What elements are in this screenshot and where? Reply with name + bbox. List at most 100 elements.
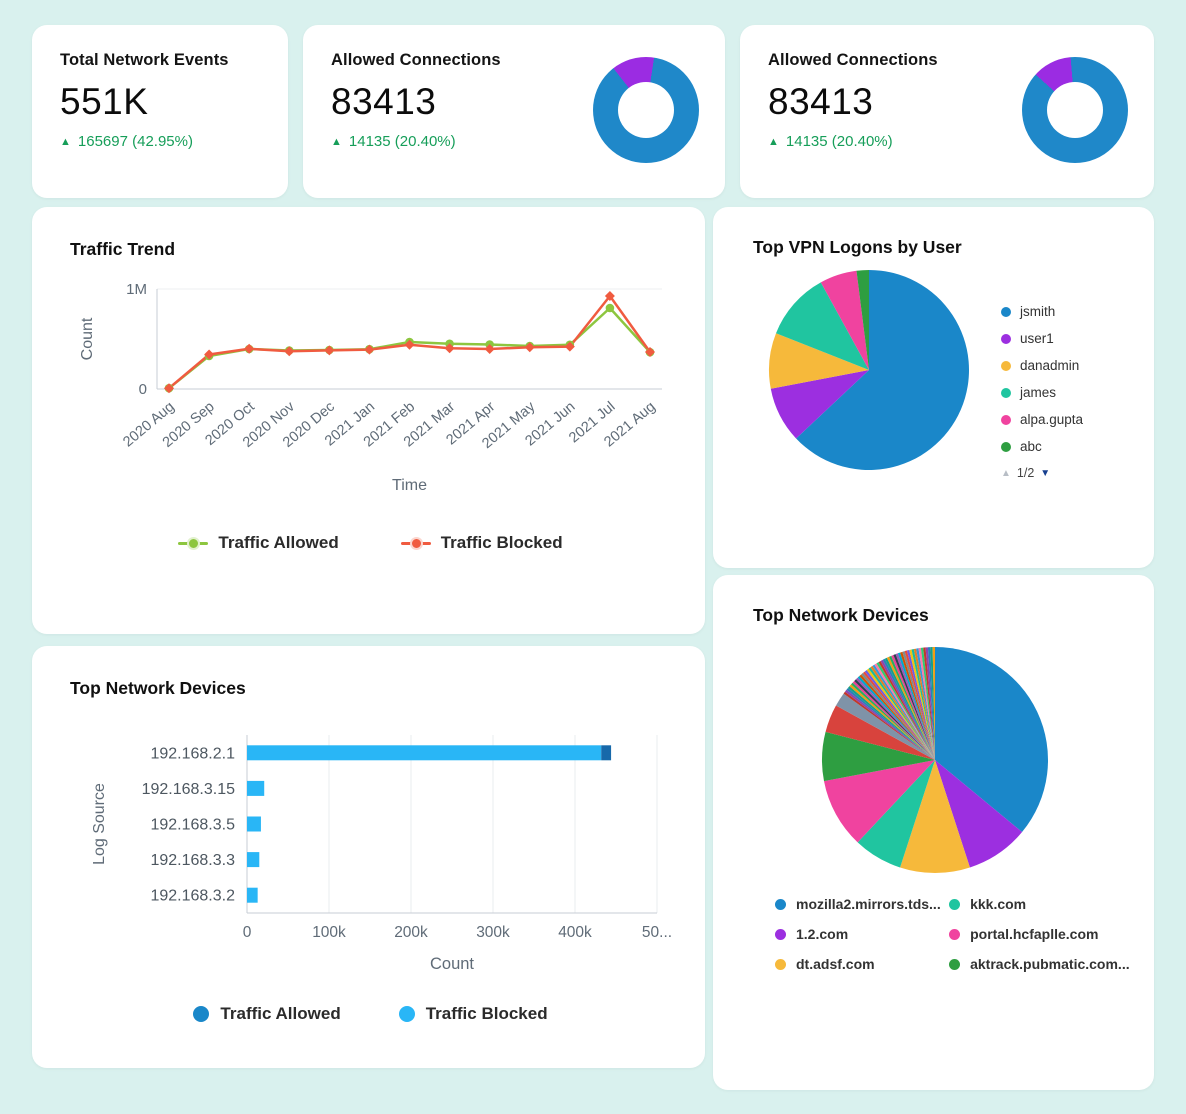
svg-text:Log Source: Log Source [91,783,108,865]
top-network-devices-pie-card: Top Network Devices mozilla2.mirrors.tds… [713,575,1154,1090]
stat-delta: ▲ 14135 (20.40%) [331,133,501,150]
stat-card-row: Total Network Events 551K ▲ 165697 (42.9… [32,25,1154,198]
stat-delta-text: 14135 (20.40%) [348,133,456,150]
legend-item-alpa-gupta[interactable]: alpa.gupta [1001,412,1083,427]
legend-item-user1[interactable]: user1 [1001,331,1083,346]
legend-dot-icon [1001,414,1011,425]
legend-page-down-icon[interactable]: ▼ [1040,467,1051,479]
legend-dot-icon [949,898,961,910]
svg-text:0: 0 [243,924,252,941]
legend-label: kkk.com [970,896,1027,912]
legend-label: mozilla2.mirrors.tds... [796,896,941,912]
donut-hole [1047,82,1103,138]
stat-delta: ▲ 14135 (20.40%) [768,133,938,150]
legend-dot-icon [775,898,786,910]
legend-item-jsmith[interactable]: jsmith [1001,304,1083,319]
legend-item-dt-adsf-com[interactable]: dt.adsf.com [775,956,943,972]
legend-label: danadmin [1020,358,1080,373]
legend-dot-icon [1001,441,1011,452]
top-network-devices-bar-chart: 0 100k 200k 300k 400k 50... 192.168.2.1 192.168… [91,735,672,973]
legend-item-mozilla2-mirrors-tds-[interactable]: mozilla2.mirrors.tds... [775,896,943,912]
stat-content: Allowed Connections 83413 ▲ 14135 (20.40… [331,51,501,150]
stat-title: Total Network Events [60,51,229,69]
legend-dot-icon [949,928,961,940]
vpn-legend-wrap: jsmith user1 danadmin james alpa.gupta abc ▲ … [1001,304,1083,480]
legend-dot-icon [1001,360,1011,371]
legend-dot-icon [1001,387,1011,398]
legend-dot-icon [1001,333,1011,344]
right-column: Top VPN Logons by User jsmith user1 danadm… [713,207,1154,1090]
legend-label: 1.2.com [796,926,849,942]
svg-text:1M: 1M [126,281,147,298]
main-grid: Traffic Trend 0 1M 2020 Aug 2020 Sep 2020 Oc… [32,207,1154,1090]
vpn-legend: jsmith user1 danadmin james alpa.gupta abc [1001,304,1083,454]
top-network-devices-pie-chart [821,646,1049,874]
legend-dot-icon [398,1006,415,1022]
vpn-pie-row: jsmith user1 danadmin james alpa.gupta abc ▲ … [739,264,1132,480]
card-title: Traffic Trend [70,239,176,259]
legend-label: user1 [1020,331,1054,346]
svg-text:100k: 100k [312,924,346,941]
donut-hole [618,82,674,138]
trend-up-icon: ▲ [331,135,342,148]
top-vpn-logons-card: Top VPN Logons by User jsmith user1 danadm… [713,207,1154,568]
svg-text:200k: 200k [394,924,428,941]
stat-delta: ▲ 165697 (42.95%) [60,133,229,150]
legend-label: jsmith [1020,304,1056,319]
legend-item-danadmin[interactable]: danadmin [1001,358,1083,373]
network-dashboard: Total Network Events 551K ▲ 165697 (42.9… [32,25,1154,1090]
legend-item-traffic-blocked[interactable]: Traffic Blocked [398,1004,548,1024]
traffic-trend-legend: Traffic Allowed Traffic Blocked [62,533,679,553]
allowed-connections-donut-chart [1022,57,1128,163]
legend-dot-icon [775,958,786,970]
top-network-devices-bar-card: Top Network Devices 0 100k 200k 300k 400k 50.… [32,646,705,1068]
legend-item-portal-hcfaplle-com[interactable]: portal.hcfaplle.com [949,926,1132,942]
legend-item-abc[interactable]: abc [1001,439,1083,454]
legend-label: james [1020,385,1057,400]
legend-dot-icon [775,928,786,940]
legend-label: Traffic Blocked [440,533,563,552]
svg-text:192.168.3.15: 192.168.3.15 [142,781,236,798]
svg-text:192.168.3.5: 192.168.3.5 [150,817,235,834]
stat-card-allowed-connections-2: Allowed Connections 83413 ▲ 14135 (20.40… [740,25,1154,198]
stat-value: 551K [60,81,149,122]
line-series-marker-icon [178,536,209,550]
line-series-marker-icon [400,536,431,550]
legend-dot-icon [1001,306,1011,317]
svg-text:Time: Time [392,477,427,494]
stat-card-total-network-events: Total Network Events 551K ▲ 165697 (42.9… [32,25,288,198]
legend-page-indicator: 1/2 [1016,466,1035,480]
svg-text:192.168.3.3: 192.168.3.3 [150,852,235,869]
legend-item-1-2-com[interactable]: 1.2.com [775,926,943,942]
legend-pager: ▲ 1/2 ▼ [1001,466,1083,480]
stat-title: Allowed Connections [768,51,938,69]
svg-text:Count: Count [430,955,474,973]
legend-item-james[interactable]: james [1001,385,1083,400]
legend-dot-icon [193,1006,210,1022]
legend-item-traffic-blocked[interactable]: Traffic Blocked [400,533,563,553]
card-title: Top VPN Logons by User [753,237,962,257]
legend-item-aktrack-pubmatic-com-[interactable]: aktrack.pubmatic.com... [949,956,1132,972]
legend-label: portal.hcfaplle.com [970,926,1099,942]
vpn-logons-pie-chart [768,270,970,470]
legend-item-traffic-allowed[interactable]: Traffic Allowed [193,1004,341,1024]
trend-up-icon: ▲ [768,135,779,148]
legend-item-traffic-allowed[interactable]: Traffic Allowed [178,533,339,553]
legend-dot-icon [949,958,961,970]
stat-card-allowed-connections-1: Allowed Connections 83413 ▲ 14135 (20.40… [303,25,725,198]
stat-content: Total Network Events 551K ▲ 165697 (42.9… [60,51,229,150]
legend-page-up-icon[interactable]: ▲ [1001,467,1011,479]
traffic-trend-card: Traffic Trend 0 1M 2020 Aug 2020 Sep 2020 Oc… [32,207,705,634]
legend-label: Traffic Allowed [220,1004,341,1023]
stat-value: 83413 [768,81,874,122]
stat-delta-text: 14135 (20.40%) [785,133,893,150]
trend-up-icon: ▲ [60,135,71,148]
legend-item-kkk-com[interactable]: kkk.com [949,896,1132,912]
card-title: Top Network Devices [70,678,246,698]
stat-value: 83413 [331,81,437,122]
legend-label: aktrack.pubmatic.com... [970,956,1130,972]
svg-text:300k: 300k [476,924,510,941]
legend-label: Traffic Allowed [218,533,339,552]
stat-content: Allowed Connections 83413 ▲ 14135 (20.40… [768,51,938,150]
